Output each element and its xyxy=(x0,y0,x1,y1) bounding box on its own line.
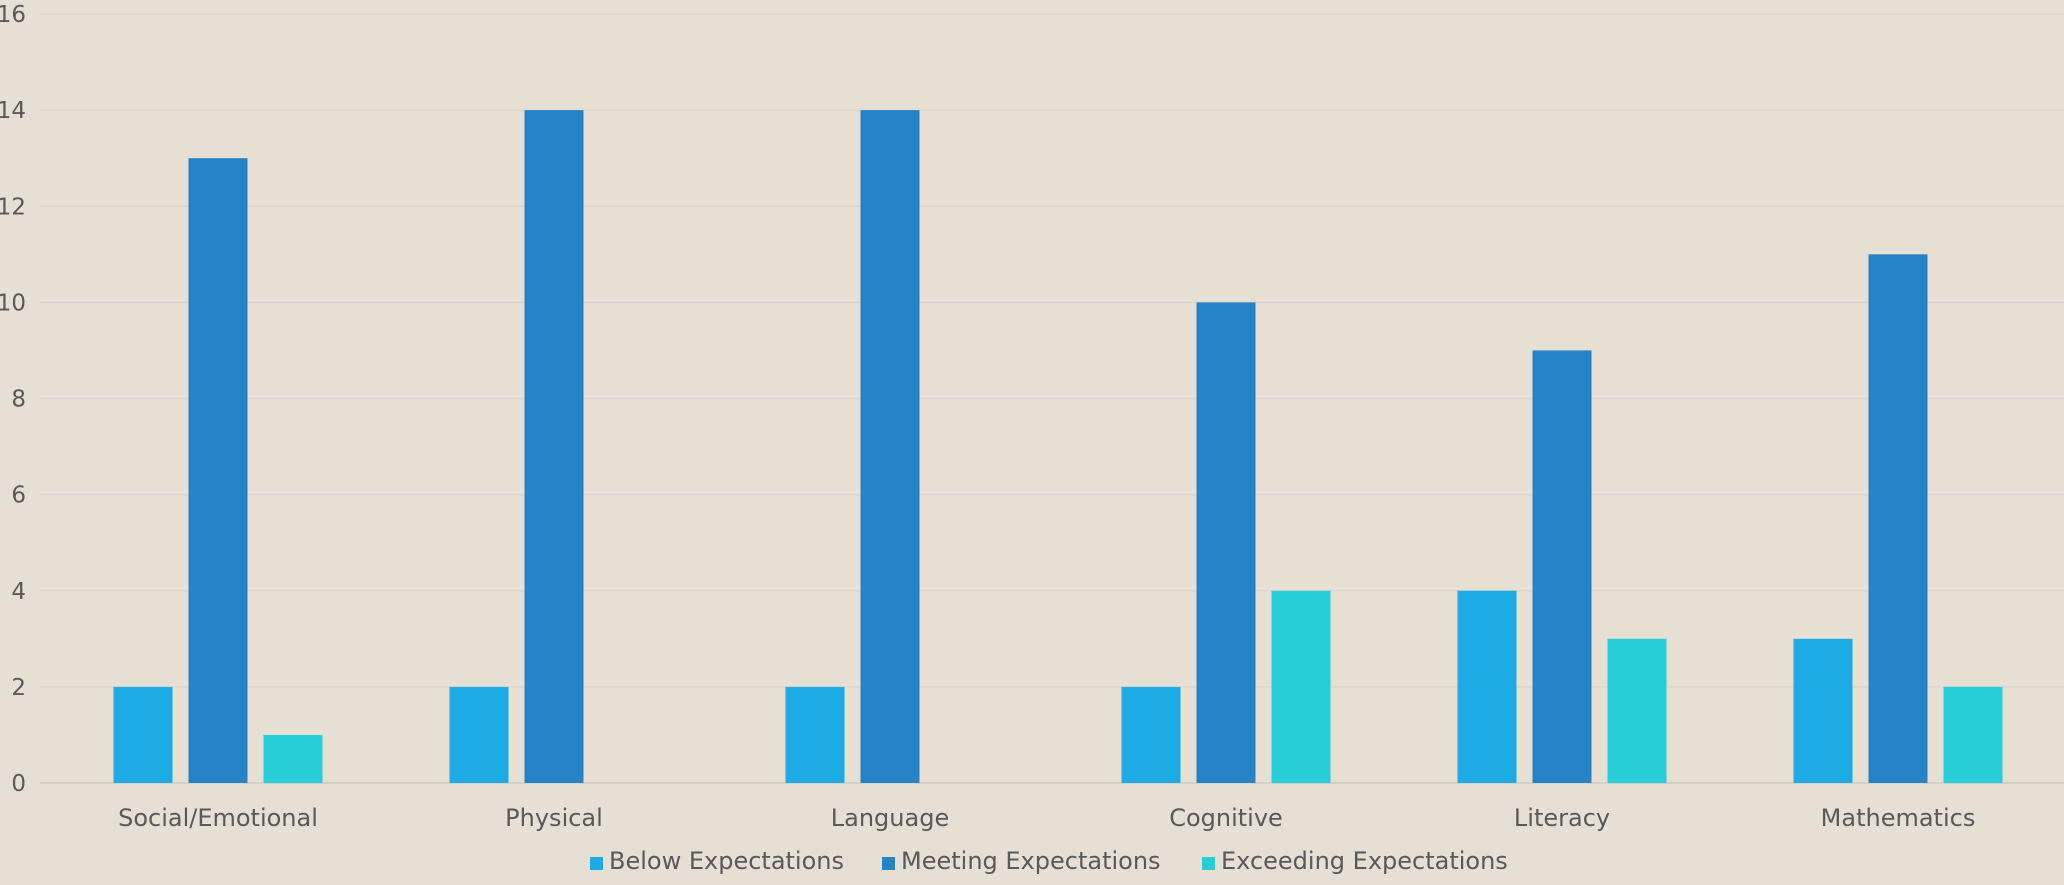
bar-exceeding-expectations-mathematics xyxy=(1944,687,2003,783)
legend-swatch xyxy=(1202,857,1215,870)
bar-below-expectations-literacy xyxy=(1458,591,1517,783)
bar-meeting-expectations-literacy xyxy=(1533,350,1592,783)
bar-meeting-expectations-social-emotional xyxy=(189,158,248,783)
y-tick-label: 2 xyxy=(11,675,26,701)
y-tick-label: 0 xyxy=(11,771,26,797)
legend: Below Expectations Meeting Expectations Ex… xyxy=(590,847,1508,875)
legend-label: Below Expectations xyxy=(609,847,844,875)
legend-label: Meeting Expectations xyxy=(901,847,1161,875)
x-category-label: Cognitive xyxy=(1169,804,1283,832)
x-axis-ticks: Social/Emotional Physical Language Cognitiv… xyxy=(118,804,1975,832)
y-tick-label: 4 xyxy=(11,579,26,605)
x-category-label: Social/Emotional xyxy=(118,804,318,832)
bar-meeting-expectations-language xyxy=(861,110,920,783)
y-tick-label: 6 xyxy=(11,483,26,509)
legend-swatch xyxy=(590,857,603,870)
bar-meeting-expectations-mathematics xyxy=(1869,254,1928,783)
bar-exceeding-expectations-cognitive xyxy=(1272,591,1331,783)
bar-exceeding-expectations-literacy xyxy=(1608,639,1667,783)
y-tick-label: 8 xyxy=(11,387,26,413)
y-tick-label: 10 xyxy=(0,290,26,316)
bar-below-expectations-cognitive xyxy=(1122,687,1181,783)
bars-layer xyxy=(114,110,2003,783)
bar-below-expectations-language xyxy=(786,687,845,783)
legend-swatch xyxy=(882,857,895,870)
bar-meeting-expectations-physical xyxy=(525,110,584,783)
bar-exceeding-expectations-social-emotional xyxy=(264,735,323,783)
y-axis-ticks: 0 2 4 6 8 10 12 14 16 xyxy=(0,2,26,797)
bar-meeting-expectations-cognitive xyxy=(1197,302,1256,783)
y-tick-label: 16 xyxy=(0,2,26,28)
bar-below-expectations-mathematics xyxy=(1794,639,1853,783)
legend-label: Exceeding Expectations xyxy=(1221,847,1508,875)
x-category-label: Language xyxy=(831,804,949,832)
y-tick-label: 12 xyxy=(0,194,26,220)
bar-below-expectations-social-emotional xyxy=(114,687,173,783)
grid-layer xyxy=(40,14,2064,783)
x-category-label: Physical xyxy=(505,804,603,832)
bar-below-expectations-physical xyxy=(450,687,509,783)
x-category-label: Literacy xyxy=(1514,804,1610,832)
y-tick-label: 14 xyxy=(0,98,26,124)
x-category-label: Mathematics xyxy=(1821,804,1976,832)
